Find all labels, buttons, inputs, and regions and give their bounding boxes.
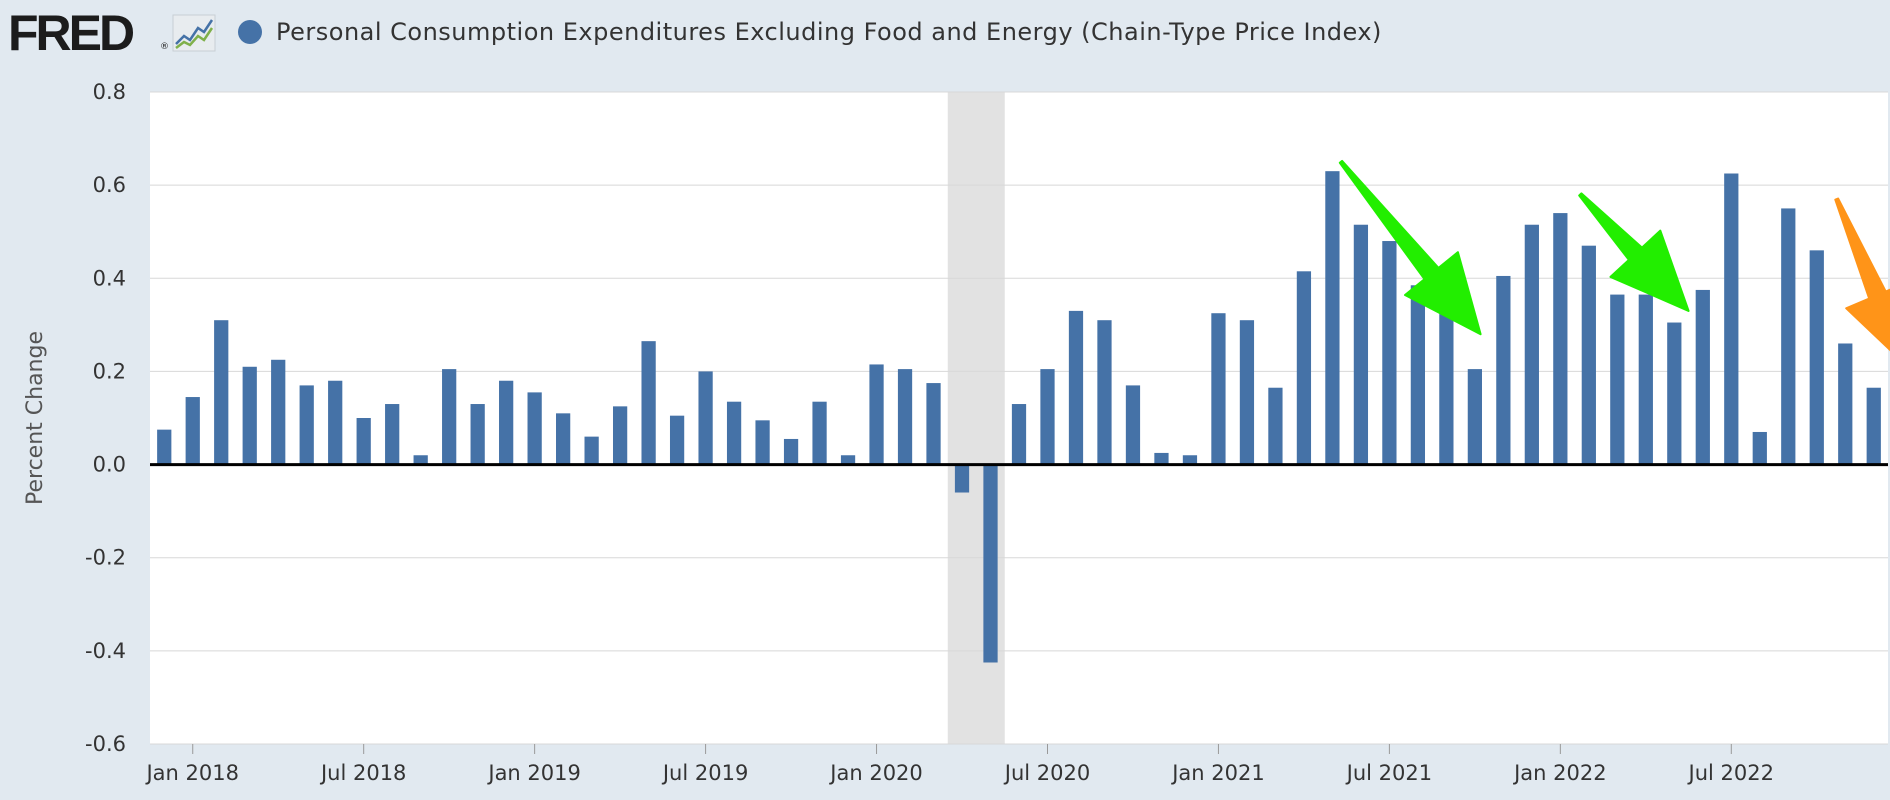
bar xyxy=(1182,455,1198,465)
bar xyxy=(1439,310,1454,465)
y-tick-label: 0.8 xyxy=(93,80,126,104)
bar xyxy=(1496,275,1511,465)
bar xyxy=(1125,385,1141,465)
bar xyxy=(1239,320,1255,465)
bar xyxy=(157,429,172,465)
bar xyxy=(1866,387,1881,465)
y-tick-label: -0.4 xyxy=(85,639,126,663)
bar xyxy=(1325,171,1340,465)
x-tick-label: Jul 2018 xyxy=(319,761,406,785)
bar xyxy=(356,418,371,465)
x-tick-label: Jan 2022 xyxy=(1512,761,1607,785)
bar xyxy=(584,436,599,465)
bar xyxy=(1296,271,1312,465)
bar xyxy=(726,401,742,465)
bar xyxy=(271,359,286,465)
bar xyxy=(1695,289,1710,465)
bar xyxy=(1410,285,1426,465)
bar xyxy=(812,401,827,465)
bar xyxy=(442,369,457,465)
bar xyxy=(641,341,656,465)
y-tick-label: 0.2 xyxy=(93,359,126,383)
x-tick-label: Jul 2019 xyxy=(661,761,748,785)
bar xyxy=(1068,310,1084,465)
bar xyxy=(783,438,799,465)
bar xyxy=(954,464,970,493)
bar xyxy=(1353,224,1369,465)
bar xyxy=(1268,387,1283,465)
bar xyxy=(1809,250,1824,465)
registered-mark: ® xyxy=(160,42,169,52)
series-title[interactable]: Personal Consumption Expenditures Exclud… xyxy=(276,18,1382,46)
bar xyxy=(1467,369,1482,465)
bar xyxy=(1011,404,1027,465)
orange-arrow-annotation xyxy=(1834,197,1890,352)
bar xyxy=(385,404,400,465)
y-axis-label: Percent Change xyxy=(23,331,48,505)
bar xyxy=(698,371,713,465)
bar xyxy=(869,364,884,465)
bar xyxy=(1610,294,1625,465)
y-tick-label: 0.0 xyxy=(93,453,126,477)
bar xyxy=(214,320,229,465)
bar xyxy=(1553,213,1568,465)
y-tick-label: 0.4 xyxy=(93,266,126,290)
bar xyxy=(669,415,685,465)
bar xyxy=(983,464,998,663)
bar xyxy=(1040,369,1055,465)
bar xyxy=(413,455,428,465)
bar xyxy=(612,406,628,465)
bar xyxy=(1638,294,1653,465)
bar xyxy=(1752,431,1767,465)
fred-graph-icon xyxy=(172,14,216,52)
x-tick-label: Jan 2019 xyxy=(486,761,581,785)
y-tick-label: 0.6 xyxy=(93,173,126,197)
bar xyxy=(1838,343,1853,465)
bar xyxy=(926,383,941,465)
x-tick-label: Jan 2018 xyxy=(144,761,239,785)
plot-area: 0.8 0.6 0.4 0.2 0.0 -0.2 -0.4 -0.6 Jan 2018 Jul 2… xyxy=(85,80,1890,785)
green-arrow-annotation xyxy=(1578,192,1690,312)
bar xyxy=(185,397,200,465)
bar xyxy=(527,392,542,465)
x-tick-label: Jan 2021 xyxy=(1170,761,1265,785)
bar xyxy=(299,385,314,465)
green-arrow-annotation xyxy=(1338,159,1482,336)
bar xyxy=(242,366,257,465)
bar xyxy=(1524,224,1539,465)
x-tick-label: Jul 2022 xyxy=(1687,761,1774,785)
bar xyxy=(840,455,856,465)
x-tick-label: Jan 2020 xyxy=(828,761,923,785)
bar xyxy=(1724,173,1739,465)
bar xyxy=(1154,452,1169,465)
bar xyxy=(328,380,343,465)
bar xyxy=(1382,241,1397,465)
chart-header: FRED ® Personal Consumption Expenditures… xyxy=(0,0,1890,70)
y-tick-label: -0.2 xyxy=(85,546,126,570)
x-tick-label: Jul 2020 xyxy=(1003,761,1090,785)
y-tick-label: -0.6 xyxy=(85,732,126,756)
fred-logo[interactable]: FRED xyxy=(8,5,135,61)
bar xyxy=(755,420,770,465)
bar xyxy=(499,380,514,465)
bar xyxy=(1781,208,1796,465)
bar xyxy=(1581,245,1596,465)
bar xyxy=(1097,320,1112,465)
bar xyxy=(897,369,913,465)
x-tick-label: Jul 2021 xyxy=(1345,761,1432,785)
bar xyxy=(556,413,571,465)
bar xyxy=(470,404,485,465)
bar xyxy=(1211,313,1226,465)
legend-marker xyxy=(238,20,262,44)
bar xyxy=(1667,322,1682,465)
